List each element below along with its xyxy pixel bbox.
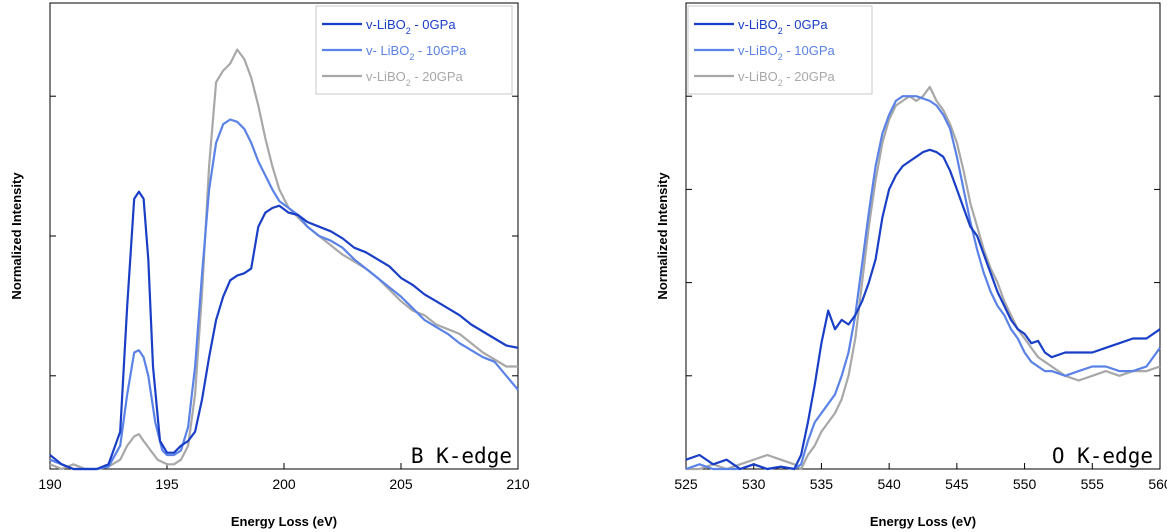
x-tick-label: 535 xyxy=(810,476,834,492)
x-tick-label: 530 xyxy=(742,476,766,492)
legend-label: v-LiBO2 - 0GPa xyxy=(738,17,828,36)
axis-ticks: 525 530 535 540 545 550 555 560 xyxy=(674,95,1167,492)
y-axis-title: Normalized Intensity xyxy=(655,172,670,300)
series-line xyxy=(49,48,518,471)
x-tick-label: 205 xyxy=(389,476,413,492)
series-lines xyxy=(685,85,1161,471)
edge-annotation: O K-edge xyxy=(1052,444,1153,468)
x-tick-label: 525 xyxy=(674,476,698,492)
series-line xyxy=(685,148,1161,471)
x-tick-label: 195 xyxy=(155,476,179,492)
x-tick-label: 550 xyxy=(1013,476,1037,492)
series-line xyxy=(686,85,1161,471)
x-tick-label: 210 xyxy=(506,476,530,492)
x-tick-label: 545 xyxy=(945,476,969,492)
legend-label: v-LiBO2 - 20GPa xyxy=(366,69,464,88)
plot-frame xyxy=(685,2,1161,470)
b-k-edge-chart: 190 195 200 205 210 v-LiBO2 - 0GPa v- LiBO2 -… xyxy=(9,2,530,529)
axis-ticks: 190 195 200 205 210 xyxy=(38,95,530,492)
series-line xyxy=(49,190,519,471)
x-axis-title: Energy Loss (eV) xyxy=(231,514,337,529)
legend: v-LiBO2 - 0GPa v- LiBO2 - 10GPa v-LiBO2 - … xyxy=(315,5,513,95)
legend-label: v-LiBO2 - 20GPa xyxy=(738,69,836,88)
y-axis-title: Normalized Intensity xyxy=(9,172,24,300)
legend-label: v-LiBO2 - 10GPa xyxy=(738,43,836,62)
x-axis-title: Energy Loss (eV) xyxy=(870,514,976,529)
series-lines xyxy=(49,48,519,471)
legend-label: v-LiBO2 - 0GPa xyxy=(366,17,456,36)
x-tick-label: 560 xyxy=(1148,476,1167,492)
series-line xyxy=(49,118,519,471)
legend-label: v- LiBO2 - 10GPa xyxy=(366,43,467,62)
o-k-edge-chart: 525530535540545550555560 v-LiBO2 - 0GPav… xyxy=(655,2,1167,529)
edge-annotation: B K-edge xyxy=(411,444,512,468)
x-tick-label: 540 xyxy=(877,476,901,492)
x-tick-label: 555 xyxy=(1081,476,1105,492)
x-tick-label: 190 xyxy=(38,476,62,492)
x-tick-label: 200 xyxy=(272,476,296,492)
series-line xyxy=(685,95,1161,471)
legend: v-LiBO2 - 0GPa v-LiBO2 - 10GPa v-LiBO2 - 2… xyxy=(687,5,873,95)
